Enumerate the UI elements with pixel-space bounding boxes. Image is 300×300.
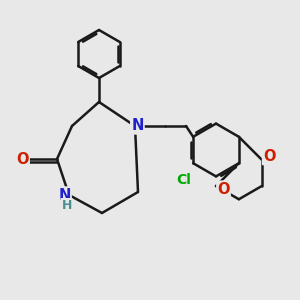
Text: O: O xyxy=(217,182,230,196)
Text: N: N xyxy=(58,188,71,202)
Text: O: O xyxy=(263,149,275,164)
Text: H: H xyxy=(61,199,72,212)
Text: O: O xyxy=(16,152,29,166)
Text: N: N xyxy=(131,118,144,134)
Text: Cl: Cl xyxy=(177,173,192,187)
